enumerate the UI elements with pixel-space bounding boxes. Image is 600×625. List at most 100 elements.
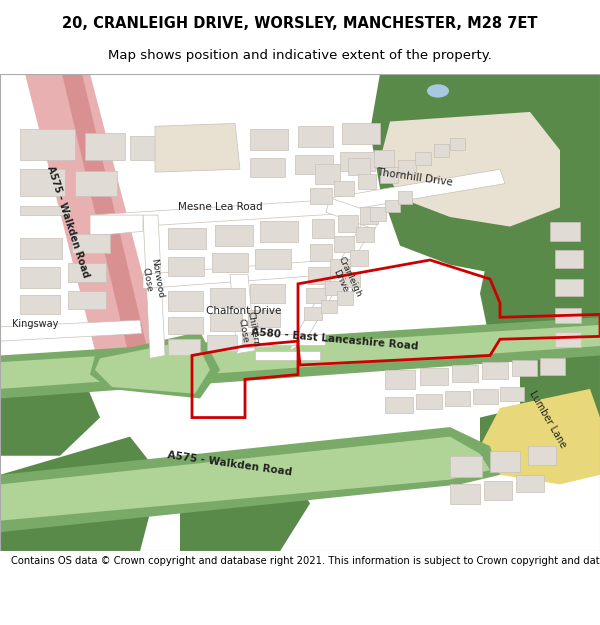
- Bar: [340, 152, 375, 171]
- Bar: [68, 291, 106, 309]
- Bar: [356, 226, 374, 242]
- Bar: [380, 168, 398, 182]
- Bar: [450, 484, 480, 504]
- Polygon shape: [290, 211, 380, 351]
- Bar: [315, 164, 340, 184]
- Bar: [72, 234, 110, 253]
- Bar: [321, 300, 337, 314]
- Bar: [68, 263, 106, 282]
- Bar: [325, 281, 343, 295]
- Bar: [484, 481, 512, 499]
- Bar: [445, 391, 470, 406]
- Bar: [168, 257, 204, 276]
- Bar: [306, 288, 326, 303]
- Bar: [130, 136, 175, 160]
- Bar: [555, 279, 583, 296]
- Bar: [516, 475, 544, 492]
- Bar: [348, 158, 370, 175]
- Bar: [310, 188, 332, 204]
- Bar: [210, 288, 245, 307]
- Bar: [450, 138, 465, 150]
- Bar: [540, 358, 565, 374]
- Bar: [420, 368, 448, 385]
- Bar: [20, 267, 60, 288]
- Bar: [242, 332, 272, 347]
- Polygon shape: [25, 74, 160, 379]
- Polygon shape: [230, 274, 255, 354]
- Polygon shape: [90, 198, 365, 229]
- Bar: [260, 221, 298, 242]
- Bar: [334, 236, 354, 252]
- Bar: [452, 365, 478, 382]
- Bar: [385, 370, 415, 389]
- Bar: [555, 251, 583, 268]
- Bar: [20, 169, 65, 196]
- Bar: [337, 291, 353, 305]
- Bar: [308, 267, 330, 284]
- Bar: [85, 133, 125, 160]
- Bar: [20, 206, 70, 215]
- Text: A575 - Walkden Road: A575 - Walkden Road: [167, 450, 293, 477]
- Polygon shape: [180, 456, 310, 551]
- Bar: [255, 334, 325, 345]
- Polygon shape: [0, 320, 142, 341]
- Bar: [20, 295, 60, 314]
- Polygon shape: [90, 332, 220, 399]
- Polygon shape: [143, 215, 165, 358]
- Bar: [482, 362, 508, 379]
- Bar: [75, 171, 117, 196]
- Text: A575 - Walkden Road: A575 - Walkden Road: [45, 164, 91, 279]
- Bar: [168, 318, 203, 334]
- Polygon shape: [370, 74, 600, 274]
- Polygon shape: [0, 437, 490, 521]
- Bar: [473, 389, 498, 404]
- Text: Mesne Lea Road: Mesne Lea Road: [178, 202, 262, 212]
- Bar: [215, 224, 253, 246]
- Text: Chiltern
Close: Chiltern Close: [235, 311, 260, 349]
- Bar: [528, 446, 556, 465]
- Polygon shape: [0, 325, 600, 389]
- Bar: [330, 259, 350, 275]
- Bar: [20, 129, 75, 160]
- Bar: [250, 129, 288, 150]
- Bar: [350, 251, 368, 266]
- Polygon shape: [90, 215, 143, 236]
- Bar: [385, 396, 413, 412]
- Text: Contains OS data © Crown copyright and database right 2021. This information is : Contains OS data © Crown copyright and d…: [11, 556, 600, 566]
- Bar: [398, 191, 412, 204]
- Bar: [168, 291, 203, 311]
- Polygon shape: [326, 198, 380, 229]
- Polygon shape: [0, 318, 600, 399]
- Text: Kingsway: Kingsway: [12, 319, 58, 329]
- Bar: [255, 351, 320, 360]
- Bar: [500, 387, 524, 401]
- Polygon shape: [480, 208, 600, 379]
- Bar: [370, 208, 386, 221]
- Polygon shape: [480, 389, 600, 484]
- Polygon shape: [155, 123, 240, 172]
- Bar: [512, 360, 537, 376]
- Bar: [168, 229, 206, 249]
- Bar: [450, 456, 482, 477]
- Bar: [20, 238, 62, 259]
- Polygon shape: [143, 260, 335, 289]
- Bar: [255, 249, 291, 269]
- Bar: [250, 158, 285, 177]
- Bar: [295, 155, 333, 174]
- Bar: [338, 215, 358, 232]
- Bar: [334, 181, 354, 196]
- Bar: [550, 222, 580, 241]
- Bar: [555, 332, 581, 347]
- Text: Norwood
Close: Norwood Close: [139, 258, 165, 301]
- Bar: [342, 123, 380, 144]
- Bar: [310, 244, 332, 261]
- Text: Lumber Lane: Lumber Lane: [527, 389, 568, 450]
- Ellipse shape: [427, 84, 449, 98]
- Bar: [415, 152, 431, 166]
- Bar: [358, 174, 376, 189]
- Bar: [343, 272, 360, 287]
- Bar: [248, 309, 280, 327]
- Bar: [385, 200, 400, 212]
- Polygon shape: [480, 399, 580, 456]
- Bar: [168, 339, 200, 354]
